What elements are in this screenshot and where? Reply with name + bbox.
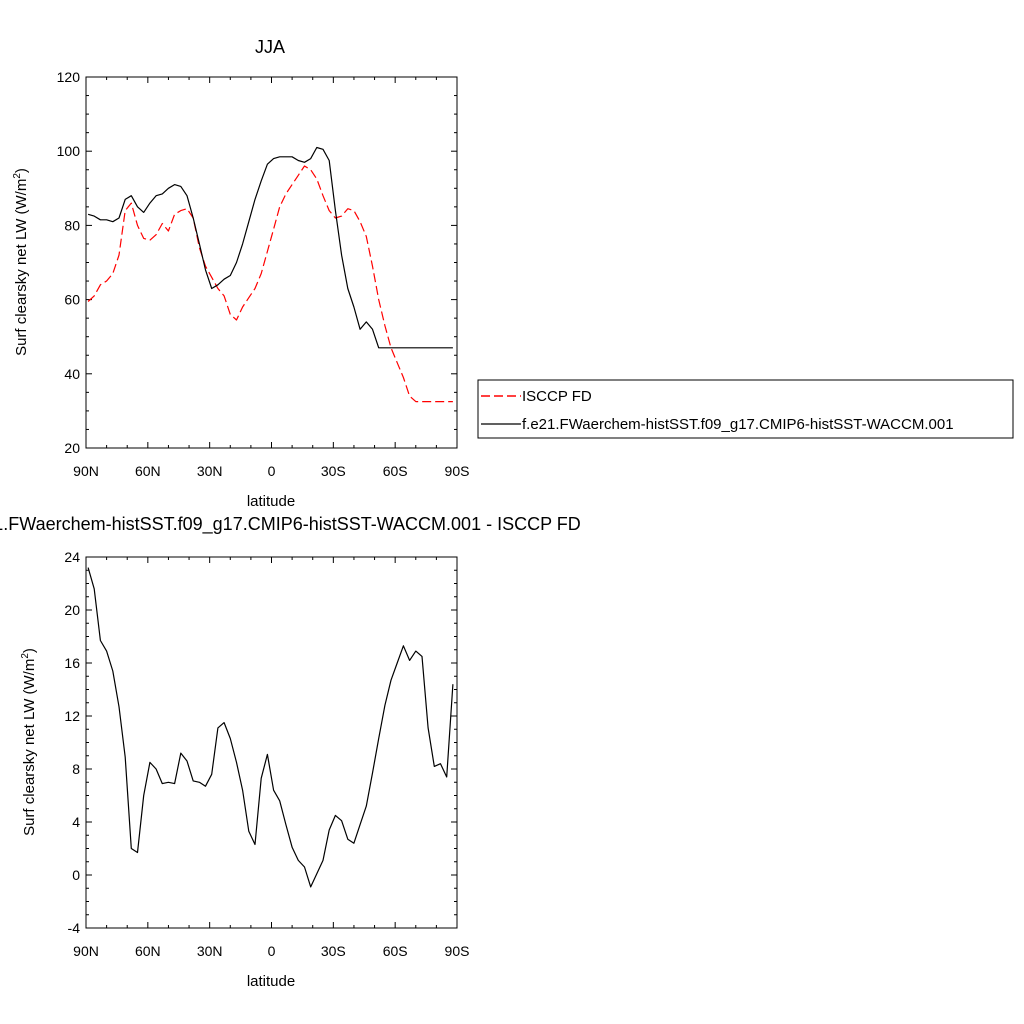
x-axis: 90N 60N 30N 0 30S 60S 90S bbox=[73, 557, 469, 959]
x-tick-label: 60S bbox=[383, 943, 408, 959]
y-tick-label: 40 bbox=[64, 366, 80, 382]
x-axis-label: latitude bbox=[247, 493, 295, 510]
y-axis-label: Surf clearsky net LW (W/m2) bbox=[20, 648, 38, 836]
plot-frame bbox=[85, 76, 458, 449]
plot-lines bbox=[87, 567, 454, 888]
x-tick-label: 90N bbox=[73, 943, 99, 959]
x-tick-label: 30S bbox=[321, 943, 346, 959]
y-tick-label: 120 bbox=[57, 69, 81, 85]
legend: ISCCP FD f.e21.FWaerchem-histSST.f09_g17… bbox=[477, 379, 1014, 439]
panel-bottom: f.e21.FWaerchem-histSST.f09_g17.CMIP6-hi… bbox=[0, 514, 581, 990]
x-tick-label: 30N bbox=[197, 463, 223, 479]
chart-title: JJA bbox=[255, 37, 285, 57]
legend-label-isccp: ISCCP FD bbox=[522, 388, 592, 405]
x-axis: 90N 60N 30N 0 30S 60S 90S bbox=[73, 77, 469, 479]
x-axis-label: latitude bbox=[247, 973, 295, 990]
chart-title: f.e21.FWaerchem-histSST.f09_g17.CMIP6-hi… bbox=[0, 514, 581, 535]
y-tick-label: 80 bbox=[64, 217, 80, 233]
legend-label-model: f.e21.FWaerchem-histSST.f09_g17.CMIP6-hi… bbox=[522, 416, 954, 433]
plot-frame bbox=[85, 556, 458, 929]
x-tick-label: 60S bbox=[383, 463, 408, 479]
y-tick-label: 8 bbox=[72, 761, 80, 777]
y-tick-label: 16 bbox=[64, 655, 80, 671]
x-tick-label: 90S bbox=[445, 943, 470, 959]
series-line-0 bbox=[87, 165, 453, 403]
y-axis: 20 40 60 80 100 120 bbox=[57, 69, 457, 456]
y-tick-label: 20 bbox=[64, 440, 80, 456]
x-tick-label: 0 bbox=[268, 943, 276, 959]
x-tick-label: 60N bbox=[135, 463, 161, 479]
y-tick-label: 24 bbox=[64, 549, 80, 565]
x-tick-label: 60N bbox=[135, 943, 161, 959]
x-tick-label: 30N bbox=[197, 943, 223, 959]
y-tick-label: -4 bbox=[68, 920, 81, 936]
x-tick-label: 30S bbox=[321, 463, 346, 479]
series-line-0 bbox=[87, 567, 454, 888]
y-axis-label: Surf clearsky net LW (W/m2) bbox=[12, 168, 30, 356]
y-tick-label: 20 bbox=[64, 602, 80, 618]
plot-lines bbox=[87, 146, 453, 403]
x-tick-label: 90N bbox=[73, 463, 99, 479]
x-tick-label: 90S bbox=[445, 463, 470, 479]
legend-box bbox=[477, 379, 1014, 439]
y-axis: -4 0 4 8 12 16 20 24 bbox=[64, 549, 457, 936]
y-tick-label: 100 bbox=[57, 143, 81, 159]
y-tick-label: 60 bbox=[64, 292, 80, 308]
series-line-1 bbox=[87, 146, 453, 349]
y-tick-label: 4 bbox=[72, 814, 80, 830]
x-tick-label: 0 bbox=[268, 463, 276, 479]
y-tick-label: 12 bbox=[64, 708, 80, 724]
panel-top: JJA 20 40 60 80 100 120 90N 60N 30N 0 30S 60S 90S l… bbox=[12, 37, 1014, 510]
y-tick-label: 0 bbox=[72, 867, 80, 883]
